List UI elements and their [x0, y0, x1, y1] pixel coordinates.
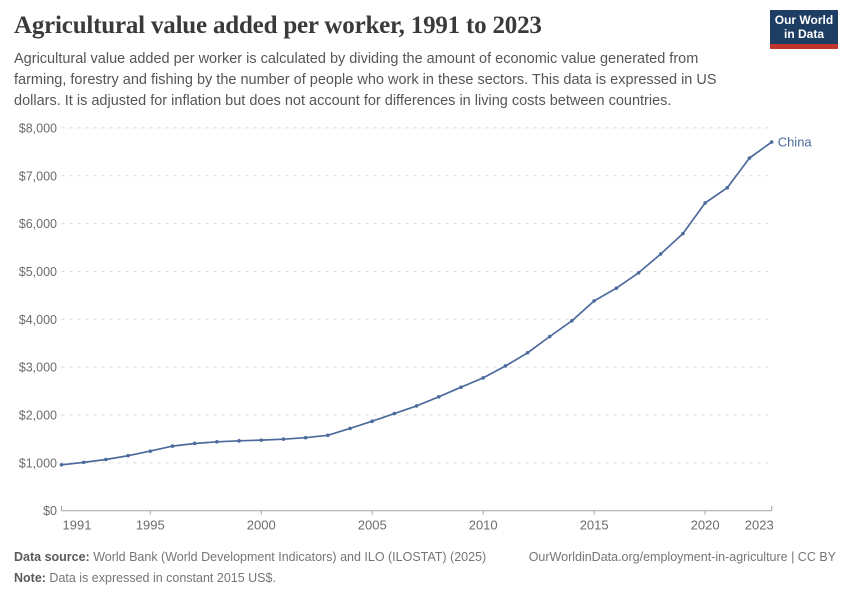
data-point-2023 — [769, 140, 774, 144]
owid-logo-line-1: Our World — [774, 13, 834, 27]
page-title: Agricultural value added per worker, 199… — [14, 12, 542, 39]
data-point-2002 — [303, 435, 308, 440]
data-point-1995 — [148, 449, 153, 453]
y-tick-label-0: $0 — [43, 504, 57, 518]
chart-header: Agricultural value added per worker, 199… — [14, 12, 760, 112]
y-tick-label-2000: $2,000 — [19, 409, 57, 423]
footer-note-row: Note: Data is expressed in constant 2015… — [14, 568, 836, 589]
data-point-2021 — [725, 185, 730, 190]
subtitle-line-3: dollars. It is adjusted for inflation bu… — [14, 93, 672, 109]
series-label-china: China — [778, 135, 813, 150]
data-point-1998 — [215, 439, 219, 444]
x-tick-label-2010: 2010 — [469, 518, 498, 533]
data-point-2001 — [281, 437, 286, 441]
data-point-2016 — [614, 286, 619, 290]
data-point-2011 — [503, 364, 508, 368]
data-point-2018 — [658, 252, 663, 256]
y-tick-label-4000: $4,000 — [19, 313, 57, 327]
subtitle-line-2: farming, forestry and fishing by the num… — [14, 72, 717, 88]
footer-source-row: Data source: World Bank (World Developme… — [14, 547, 836, 568]
data-point-2017 — [636, 271, 641, 275]
note-label: Note: — [14, 571, 46, 585]
owid-logo[interactable]: Our World in Data — [770, 10, 838, 49]
y-tick-label-1000: $1,000 — [19, 456, 57, 470]
data-point-2000 — [259, 438, 264, 442]
data-point-2006 — [392, 411, 397, 416]
data-source-label: Data source: — [14, 550, 90, 564]
data-point-2015 — [592, 299, 596, 303]
y-tick-label-7000: $7,000 — [19, 169, 57, 183]
owid-citation-link[interactable]: OurWorldinData.org/employment-in-agricul… — [528, 550, 836, 564]
data-point-1996 — [170, 444, 175, 448]
note-text: Data is expressed in constant 2015 US$. — [45, 571, 276, 585]
data-point-1992 — [81, 460, 86, 465]
y-tick-label-8000: $8,000 — [19, 121, 57, 135]
x-tick-label-1991: 1991 — [63, 518, 92, 533]
data-point-1994 — [126, 453, 130, 458]
data-point-1991 — [59, 462, 64, 467]
data-point-2004 — [348, 426, 352, 431]
subtitle-line-1: Agricultural value added per worker is c… — [14, 51, 699, 67]
x-tick-label-2020: 2020 — [691, 518, 720, 533]
data-point-2020 — [703, 201, 707, 205]
data-point-2003 — [326, 433, 330, 438]
chart-footer: Data source: World Bank (World Developme… — [14, 547, 836, 589]
y-tick-label-3000: $3,000 — [19, 361, 57, 375]
data-point-2009 — [459, 385, 463, 390]
x-tick-label-2023: 2023 — [745, 518, 774, 533]
data-point-2013 — [547, 334, 552, 339]
chart-subtitle: Agricultural value added per worker is c… — [14, 49, 760, 112]
data-source-text: Data source: World Bank (World Developme… — [14, 550, 487, 564]
data-point-1999 — [237, 439, 241, 443]
owid-logo-line-2: in Data — [783, 27, 824, 41]
y-tick-label-6000: $6,000 — [19, 217, 57, 231]
x-tick-label-2000: 2000 — [247, 518, 276, 533]
chart-area: $0 $1,000 $2,000 $3,000 $4,000 $5,000 $6,000 $7… — [0, 113, 850, 543]
data-point-2010 — [481, 376, 485, 380]
data-point-2007 — [414, 404, 419, 408]
data-point-1997 — [192, 441, 197, 446]
data-point-2022 — [747, 156, 752, 160]
x-tick-label-2015: 2015 — [580, 518, 609, 533]
data-point-2008 — [436, 395, 441, 399]
data-point-1993 — [104, 457, 108, 462]
data-point-2014 — [570, 318, 574, 323]
data-point-2012 — [525, 350, 530, 355]
data-point-2005 — [370, 419, 375, 424]
x-tick-label-2005: 2005 — [358, 518, 387, 533]
x-tick-label-1995: 1995 — [136, 518, 165, 533]
data-point-2019 — [681, 231, 685, 236]
y-tick-label-5000: $5,000 — [19, 265, 57, 279]
data-line-china — [60, 141, 773, 466]
line-chart-svg: $0 $1,000 $2,000 $3,000 $4,000 $5,000 $6,000 $7… — [19, 121, 813, 533]
